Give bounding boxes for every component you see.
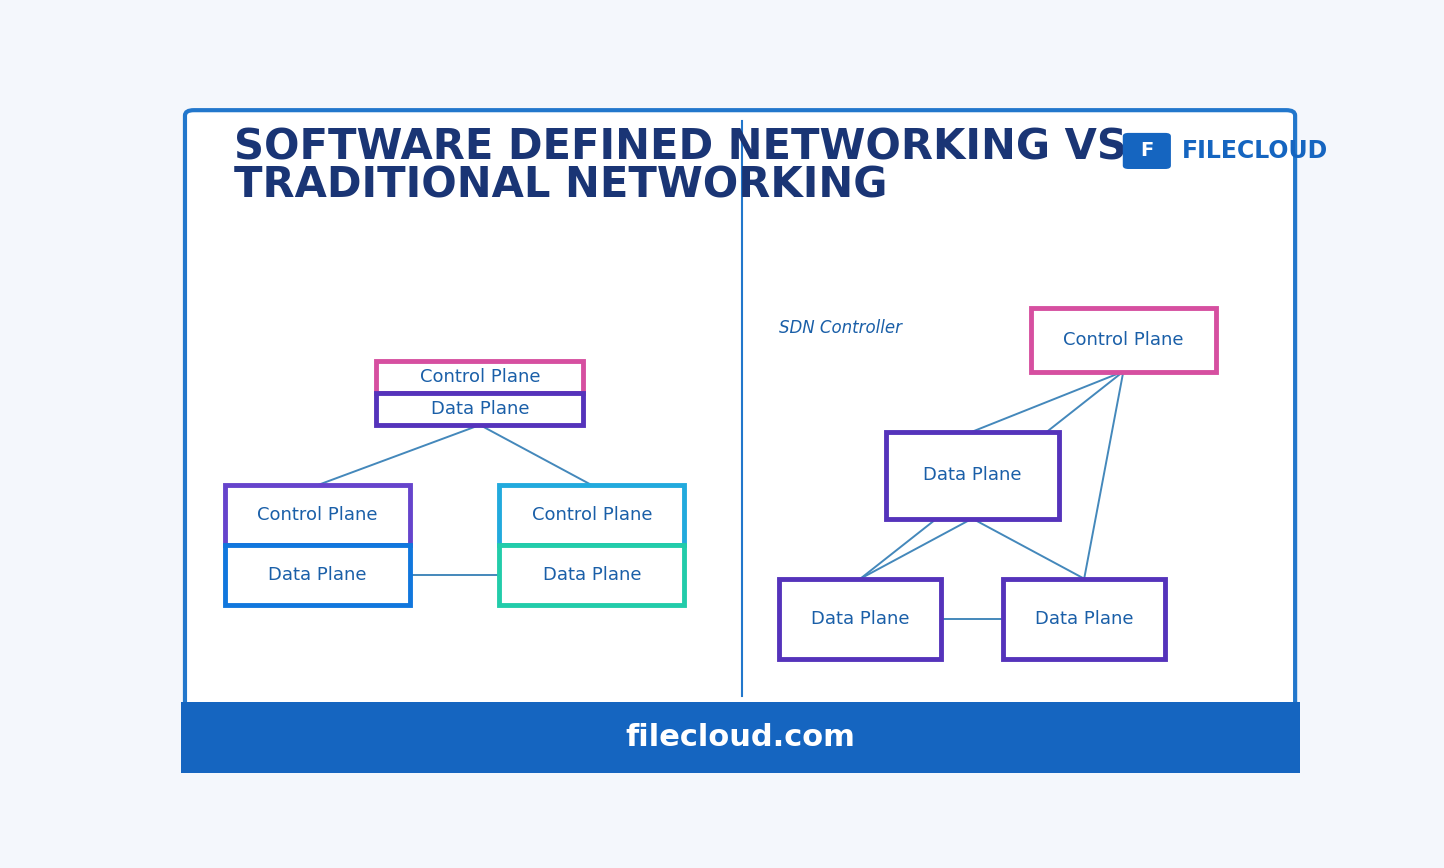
Bar <box>180 702 1300 773</box>
Text: Data Plane: Data Plane <box>923 466 1021 484</box>
FancyBboxPatch shape <box>225 545 410 606</box>
Text: Control Plane: Control Plane <box>257 506 378 524</box>
Text: SOFTWARE DEFINED NETWORKING VS: SOFTWARE DEFINED NETWORKING VS <box>234 127 1128 168</box>
Text: Data Plane: Data Plane <box>1035 610 1134 628</box>
Text: Data Plane: Data Plane <box>812 610 910 628</box>
Text: SDN Controller: SDN Controller <box>780 319 902 337</box>
Text: filecloud.com: filecloud.com <box>625 723 855 753</box>
FancyBboxPatch shape <box>1123 133 1171 169</box>
FancyBboxPatch shape <box>1004 579 1165 659</box>
FancyBboxPatch shape <box>500 545 684 606</box>
FancyBboxPatch shape <box>377 361 583 393</box>
FancyBboxPatch shape <box>885 431 1058 518</box>
FancyBboxPatch shape <box>780 579 941 659</box>
FancyBboxPatch shape <box>500 485 684 545</box>
Text: Control Plane: Control Plane <box>531 506 653 524</box>
Text: FILECLOUD: FILECLOUD <box>1183 139 1328 163</box>
FancyBboxPatch shape <box>1031 308 1216 372</box>
Text: Data Plane: Data Plane <box>269 566 367 584</box>
Text: TRADITIONAL NETWORKING: TRADITIONAL NETWORKING <box>234 165 888 207</box>
FancyBboxPatch shape <box>225 485 410 545</box>
Text: Data Plane: Data Plane <box>543 566 641 584</box>
FancyBboxPatch shape <box>185 110 1295 707</box>
Text: Control Plane: Control Plane <box>1063 331 1184 349</box>
Text: F: F <box>1141 141 1154 161</box>
Text: Control Plane: Control Plane <box>420 368 540 386</box>
FancyBboxPatch shape <box>377 393 583 425</box>
Text: Data Plane: Data Plane <box>430 400 529 418</box>
